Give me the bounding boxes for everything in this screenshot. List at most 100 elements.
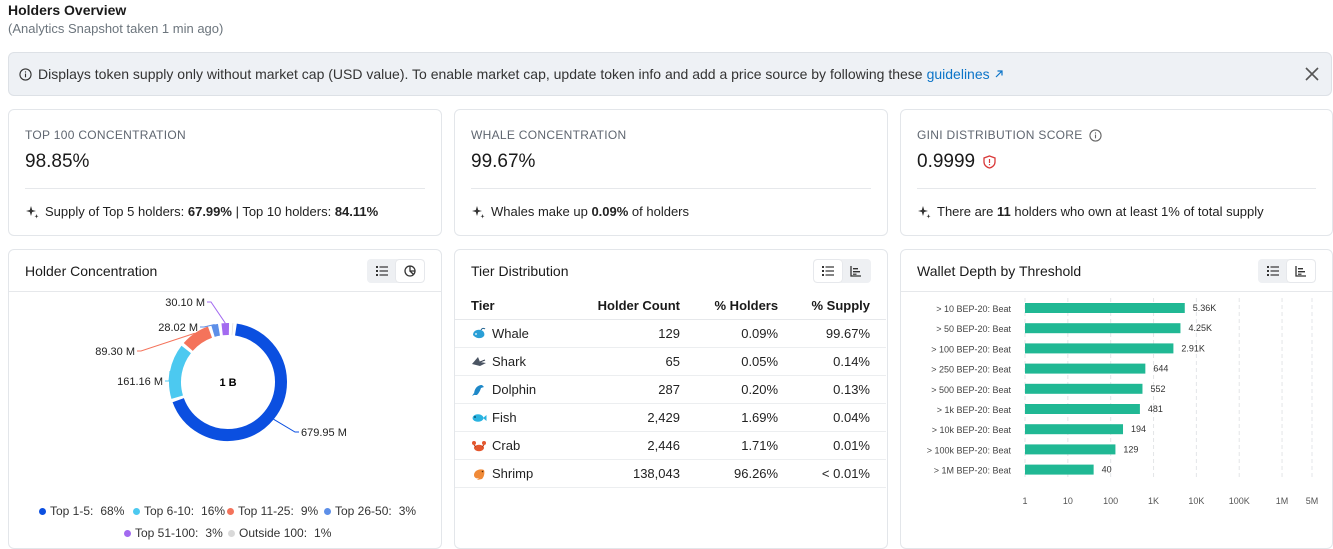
depth-bar[interactable]: [1025, 444, 1115, 454]
pie-view-button[interactable]: [396, 260, 424, 282]
stat-value-text: 99.67%: [471, 151, 535, 173]
legend-item[interactable]: Top 11-25:9%: [227, 504, 318, 518]
legend-value: 16%: [201, 504, 225, 518]
depth-bar[interactable]: [1025, 465, 1094, 475]
fish-icon: [471, 411, 487, 425]
legend-item[interactable]: Top 1-5:68%: [39, 504, 124, 518]
crab-icon: [471, 439, 487, 453]
snapshot-subtitle: (Analytics Snapshot taken 1 min ago): [8, 21, 223, 36]
stat-note: Whales make up 0.09% of holders: [471, 204, 689, 219]
legend-label: Outside 100:: [239, 526, 307, 540]
bar-view-button[interactable]: [1287, 260, 1315, 282]
divider: [25, 188, 425, 189]
holder-count-cell: 129: [575, 320, 696, 348]
depth-bar[interactable]: [1025, 364, 1145, 374]
pie-chart-icon: [404, 265, 416, 277]
column-header: Holder Count: [575, 290, 696, 320]
bar-value-label: 194: [1131, 424, 1146, 434]
bar-value-label: 40: [1102, 465, 1112, 475]
stat-value: 99.67%: [471, 151, 535, 173]
stat-note: Supply of Top 5 holders: 67.99% | Top 10…: [25, 204, 378, 219]
list-view-button[interactable]: [1259, 260, 1287, 282]
info-alert: Displays token supply only without marke…: [8, 52, 1332, 96]
info-icon[interactable]: [1089, 129, 1102, 142]
note-bold: 84.11%: [335, 204, 378, 219]
slice-value-label: 161.16 M: [117, 376, 163, 388]
leader-line: [207, 302, 225, 323]
view-toggle: [1258, 259, 1316, 283]
legend-label: Top 1-5:: [50, 504, 93, 518]
guidelines-link-label[interactable]: guidelines: [927, 66, 990, 82]
legend-value: 3%: [399, 504, 416, 518]
tier-cell: Shark: [455, 348, 575, 376]
guidelines-link[interactable]: guidelines: [927, 66, 1004, 82]
legend-swatch: [324, 508, 331, 515]
holder-count-cell: 2,446: [575, 432, 696, 460]
shield-alert-icon: [983, 155, 996, 169]
depth-bar[interactable]: [1025, 424, 1123, 434]
x-tick-label: 10K: [1188, 496, 1204, 506]
holders-pct-cell: 0.05%: [696, 348, 794, 376]
column-header: % Supply: [794, 290, 886, 320]
tier-label: Fish: [492, 410, 517, 425]
sparkle-icon: [25, 205, 39, 219]
legend-item[interactable]: Outside 100:1%: [228, 526, 331, 540]
stat-label: WHALE CONCENTRATION: [471, 128, 626, 142]
bar-view-button[interactable]: [842, 260, 870, 282]
alert-text: Displays token supply only without marke…: [38, 66, 923, 82]
depth-bar[interactable]: [1025, 323, 1180, 333]
y-category-label: > 1k BEP-20: Beat: [937, 405, 1012, 415]
x-tick-label: 10: [1063, 496, 1073, 506]
y-category-label: > 100k BEP-20: Beat: [927, 445, 1012, 455]
bar-chart-icon: [1295, 265, 1307, 277]
list-icon: [822, 266, 834, 276]
x-tick-label: 1K: [1148, 496, 1159, 506]
tier-label: Shark: [492, 354, 526, 369]
bar-value-label: 5.36K: [1193, 303, 1217, 313]
stat-value: 98.85%: [25, 151, 89, 173]
donut-slice[interactable]: [175, 349, 186, 397]
donut-slice[interactable]: [213, 330, 219, 331]
stat-value-text: 98.85%: [25, 151, 89, 173]
holders-pct-cell: 1.69%: [696, 404, 794, 432]
holder-count-cell: 65: [575, 348, 696, 376]
close-icon[interactable]: [1303, 65, 1321, 83]
depth-bar[interactable]: [1025, 404, 1140, 414]
supply-pct-cell: 99.67%: [794, 320, 886, 348]
legend-item[interactable]: Top 51-100:3%: [124, 526, 223, 540]
tier-cell: Dolphin: [455, 376, 575, 404]
depth-bar[interactable]: [1025, 384, 1142, 394]
list-view-button[interactable]: [368, 260, 396, 282]
legend-item[interactable]: Top 26-50:3%: [324, 504, 416, 518]
supply-pct-cell: 0.01%: [794, 432, 886, 460]
list-icon: [1267, 266, 1279, 276]
column-header: Tier: [455, 290, 575, 320]
divider: [471, 188, 871, 189]
bar-value-label: 644: [1153, 364, 1168, 374]
stat-card-whale: WHALE CONCENTRATION 99.67% Whales make u…: [454, 109, 888, 236]
tier-label: Dolphin: [492, 382, 536, 397]
legend-item[interactable]: Top 6-10:16%: [133, 504, 225, 518]
stat-label-text: GINI DISTRIBUTION SCORE: [917, 128, 1083, 142]
list-view-button[interactable]: [814, 260, 842, 282]
stat-label: TOP 100 CONCENTRATION: [25, 128, 186, 142]
depth-bar[interactable]: [1025, 303, 1185, 313]
tier-cell: Fish: [455, 404, 575, 432]
holders-pct-cell: 1.71%: [696, 432, 794, 460]
bar-value-label: 2.91K: [1181, 343, 1205, 353]
stat-note: There are 11 holders who own at least 1%…: [917, 204, 1264, 219]
holder-count-cell: 287: [575, 376, 696, 404]
bar-value-label: 552: [1150, 384, 1165, 394]
slice-value-label: 679.95 M: [301, 427, 347, 439]
depth-bar[interactable]: [1025, 343, 1173, 353]
leader-line: [274, 419, 299, 432]
note-text: | Top 10 holders:: [232, 204, 335, 219]
y-category-label: > 100 BEP-20: Beat: [931, 344, 1011, 354]
stat-label: GINI DISTRIBUTION SCORE: [917, 128, 1102, 142]
